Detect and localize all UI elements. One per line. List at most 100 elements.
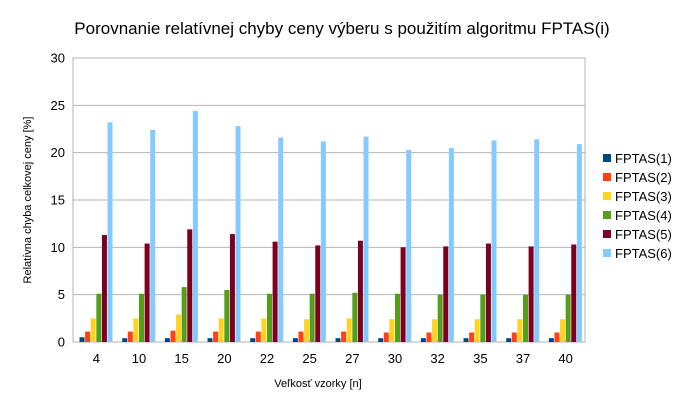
bar-fptas4-4 [96,293,102,342]
legend-label: FPTAS(4) [615,208,672,223]
bar-fptas1-20 [207,338,213,342]
bar-fptas6-4 [107,122,113,343]
x-tick-label: 30 [388,351,402,366]
bar-fptas3-15 [176,314,182,342]
bar-fptas5-15 [187,229,193,342]
bar-fptas6-15 [192,111,198,342]
legend-label: FPTAS(6) [615,246,672,261]
bar-fptas6-27 [363,136,369,342]
bar-fptas5-32 [443,246,449,342]
bar-fptas5-27 [357,240,363,342]
bars [79,111,582,343]
bar-fptas2-27 [341,331,347,342]
x-tick-label: 22 [260,351,274,366]
x-tick-label: 32 [430,351,444,366]
grid-lines [73,57,585,343]
bar-fptas1-25 [292,338,298,342]
bar-fptas4-25 [309,293,315,342]
x-tick-label: 40 [558,351,572,366]
x-tick-label: 37 [516,351,530,366]
legend-label: FPTAS(1) [615,151,672,166]
bar-fptas6-20 [235,126,241,342]
legend-swatch [603,154,611,162]
y-tick-labels: 0 5 10 15 20 25 30 [51,51,65,350]
y-axis-label: Relatívna chyba celkovej ceny [%] [22,117,34,284]
x-tick-label: 27 [345,351,359,366]
bar-fptas4-15 [181,287,187,342]
legend: FPTAS(1) FPTAS(2) FPTAS(3) FPTAS(4) FPTAS(5)… [603,151,672,261]
bar-fptas2-20 [213,331,219,342]
y-tick-label: 20 [51,145,65,160]
bar-fptas2-40 [554,332,560,342]
legend-swatch [603,230,611,238]
bar-fptas4-35 [480,294,486,342]
bar-fptas4-30 [395,293,400,342]
x-tick-labels: 4 10 15 20 22 25 27 30 32 35 37 40 [93,351,573,366]
bar-fptas2-15 [170,330,176,342]
bar-fptas5-35 [485,243,491,342]
legend-label: FPTAS(2) [615,170,672,185]
bar-fptas1-40 [548,338,554,342]
bar-fptas4-10 [139,293,144,342]
y-tick-label: 30 [51,51,65,66]
bar-fptas4-37 [523,294,528,342]
bar-fptas3-40 [560,319,566,342]
bar-fptas3-37 [517,319,523,342]
bar-fptas4-20 [224,289,230,342]
y-tick-label: 0 [58,335,65,350]
bar-fptas1-27 [335,338,341,342]
bar-fptas5-22 [272,241,278,342]
bar-fptas6-25 [320,141,326,342]
bar-fptas3-27 [346,318,352,342]
bar-fptas2-25 [298,331,304,342]
bar-fptas6-32 [448,147,454,342]
bar-fptas4-22 [267,293,272,342]
legend-swatch [603,192,611,200]
bar-fptas2-35 [469,332,475,342]
x-tick-label: 15 [174,351,188,366]
bar-fptas2-37 [511,332,517,342]
bar-fptas1-10 [122,338,128,342]
bar-fptas5-4 [101,235,107,342]
bar-fptas5-25 [315,245,321,342]
bar-fptas4-32 [437,294,443,342]
bar-fptas1-30 [378,338,384,342]
legend-swatch [603,211,611,219]
bar-fptas2-22 [255,331,261,342]
bar-fptas5-10 [144,243,150,342]
bar-fptas6-22 [278,137,284,342]
bar-fptas3-22 [261,318,267,342]
bar-fptas5-20 [229,234,235,342]
bar-fptas4-40 [565,294,571,342]
bar-fptas6-35 [491,140,497,342]
bar-fptas5-37 [528,246,534,342]
bar-fptas4-27 [352,292,358,342]
bar-fptas1-4 [79,337,85,342]
bar-fptas3-30 [389,319,395,342]
bar-fptas3-20 [218,318,224,342]
bar-fptas3-32 [432,319,438,342]
bar-fptas2-10 [127,331,133,342]
bar-fptas1-22 [250,338,256,342]
legend-label: FPTAS(3) [615,189,672,204]
y-tick-label: 5 [58,287,65,302]
legend-swatch [603,173,611,181]
bar-fptas5-40 [571,244,577,342]
bar-fptas1-37 [506,338,512,342]
bar-fptas3-25 [304,319,310,342]
x-tick-label: 35 [473,351,487,366]
bar-fptas6-30 [406,149,412,342]
x-tick-label: 4 [93,351,100,366]
legend-label: FPTAS(5) [615,227,672,242]
bar-fptas2-4 [85,331,91,342]
y-tick-label: 10 [51,240,65,255]
x-tick-label: 10 [132,351,146,366]
bar-fptas3-10 [133,318,139,342]
bar-fptas1-35 [463,338,469,342]
bar-fptas6-40 [576,144,582,342]
bar-fptas2-30 [383,332,389,342]
x-tick-label: 25 [302,351,316,366]
bar-fptas6-10 [150,129,156,342]
y-tick-label: 25 [51,98,65,113]
